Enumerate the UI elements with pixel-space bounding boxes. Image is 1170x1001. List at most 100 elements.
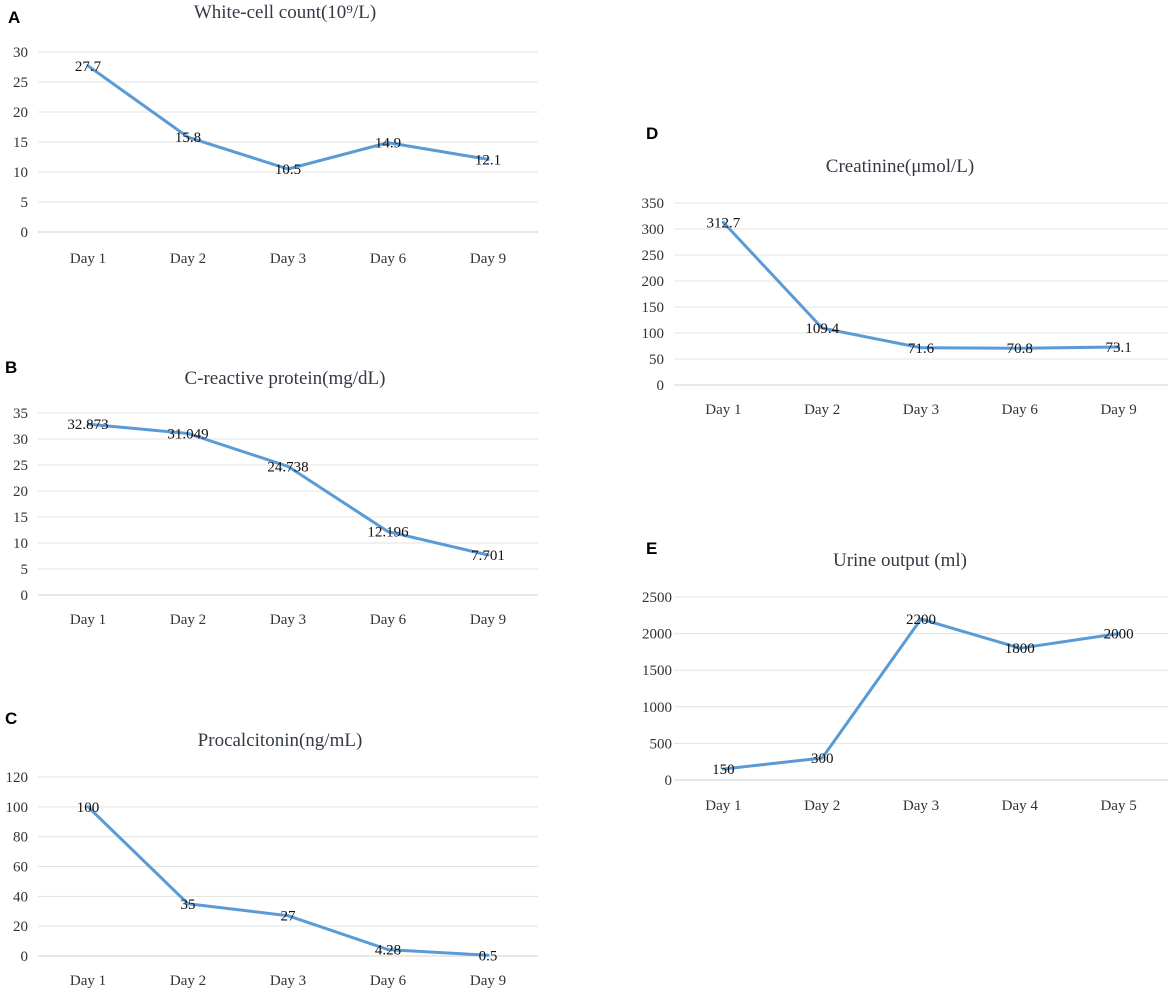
y-tick-label: 0 [21, 949, 29, 965]
data-label: 70.8 [1007, 341, 1033, 357]
x-tick-label: Day 3 [903, 798, 939, 814]
data-point [186, 432, 190, 436]
y-tick-label: 200 [642, 274, 665, 290]
chart-panel-c: C Procalcitonin(ng/mL) 0 20 40 60 80 100 120 Day … [5, 709, 538, 989]
y-tick-label: 20 [13, 105, 28, 121]
chart-panel-b: B C-reactive protein(mg/dL) 0 5 10 15 20 25 30 35… [5, 358, 538, 628]
x-tick-label: Day 3 [270, 251, 306, 267]
data-point [820, 326, 824, 330]
data-label: 73.1 [1105, 340, 1131, 356]
data-point [286, 464, 290, 468]
y-tick-label: 1500 [642, 663, 672, 679]
x-tick-label: Day 3 [903, 402, 939, 418]
data-label: 100 [77, 800, 100, 816]
y-tick-label: 30 [13, 432, 28, 448]
data-label: 0.5 [479, 948, 498, 964]
data-label: 14.9 [375, 136, 401, 152]
data-label: 12.196 [367, 525, 409, 541]
data-point [486, 157, 490, 161]
data-label: 31.049 [167, 427, 208, 443]
data-point [721, 767, 725, 771]
y-tick-label: 10 [13, 536, 28, 552]
x-tick-label: Day 9 [470, 251, 506, 267]
y-tick-label: 40 [13, 889, 28, 905]
y-tick-label: 25 [13, 458, 28, 474]
data-point [186, 902, 190, 906]
data-label: 1800 [1005, 641, 1035, 657]
data-label: 10.5 [275, 162, 301, 178]
data-label: 2000 [1104, 627, 1134, 643]
data-label: 71.6 [908, 341, 935, 357]
data-label: 109.4 [805, 321, 839, 337]
y-tick-label: 0 [665, 773, 673, 789]
x-tick-label: Day 6 [1002, 402, 1039, 418]
y-tick-label: 25 [13, 75, 28, 91]
y-tick-label: 10 [13, 165, 28, 181]
data-point [286, 167, 290, 171]
data-point [486, 953, 490, 957]
x-tick-label: Day 2 [804, 402, 840, 418]
chart-title: Procalcitonin(ng/mL) [198, 730, 363, 751]
chart-title: Urine output (ml) [833, 550, 967, 571]
x-tick-label: Day 1 [705, 402, 741, 418]
x-tick-label: Day 9 [470, 973, 506, 989]
y-tick-label: 120 [6, 770, 29, 786]
data-point [86, 422, 90, 426]
x-tick-label: Day 1 [70, 973, 106, 989]
y-tick-label: 100 [642, 326, 665, 342]
x-tick-label: Day 2 [804, 798, 840, 814]
x-tick-label: Day 4 [1002, 798, 1039, 814]
data-point [286, 914, 290, 918]
data-point [919, 346, 923, 350]
y-tick-label: 0 [657, 378, 665, 394]
y-tick-label: 5 [21, 562, 29, 578]
panel-letter: A [8, 8, 20, 27]
chart-panel-d: D Creatinine(μmol/L) 0 50 100 150 200 250 300 350… [642, 124, 1168, 418]
data-label: 300 [811, 751, 834, 767]
data-point [86, 64, 90, 68]
y-tick-label: 0 [21, 588, 29, 604]
y-tick-label: 0 [21, 225, 29, 241]
series-line [721, 617, 1121, 771]
y-tick-label: 20 [13, 484, 28, 500]
y-tick-label: 20 [13, 919, 28, 935]
series-line [86, 64, 490, 171]
x-tick-label: Day 1 [70, 612, 106, 628]
data-point [721, 220, 725, 224]
panel-letter: E [646, 539, 657, 558]
y-tick-label: 35 [13, 406, 28, 422]
panel-letter: D [646, 124, 658, 143]
y-tick-label: 500 [650, 736, 673, 752]
y-tick-label: 30 [13, 45, 28, 61]
data-point [486, 553, 490, 557]
data-label: 35 [181, 897, 196, 913]
data-label: 24.738 [267, 459, 308, 475]
data-point [1018, 646, 1022, 650]
y-tick-label: 15 [13, 135, 28, 151]
panel-letter: C [5, 709, 17, 728]
x-tick-label: Day 1 [705, 798, 741, 814]
chart-title: Creatinine(μmol/L) [826, 156, 974, 177]
x-tick-label: Day 3 [270, 612, 306, 628]
data-point [186, 135, 190, 139]
data-point [919, 617, 923, 621]
data-label: 7.701 [471, 548, 505, 564]
x-tick-label: Day 9 [1100, 402, 1136, 418]
data-point [386, 530, 390, 534]
data-point [386, 948, 390, 952]
y-tick-label: 100 [6, 800, 29, 816]
y-tick-label: 2000 [642, 627, 672, 643]
chart-title: White-cell count(10⁹/L) [194, 2, 376, 23]
y-tick-label: 60 [13, 860, 28, 876]
data-point [820, 756, 824, 760]
data-label: 150 [712, 762, 735, 778]
x-tick-label: Day 2 [170, 612, 206, 628]
data-label: 4.28 [375, 943, 401, 959]
data-label: 32.873 [67, 417, 108, 433]
panel-letter: B [5, 358, 17, 377]
data-point [1018, 346, 1022, 350]
x-tick-label: Day 2 [170, 251, 206, 267]
y-tick-label: 250 [642, 248, 665, 264]
series-line [721, 220, 1121, 350]
y-tick-label: 50 [649, 352, 664, 368]
